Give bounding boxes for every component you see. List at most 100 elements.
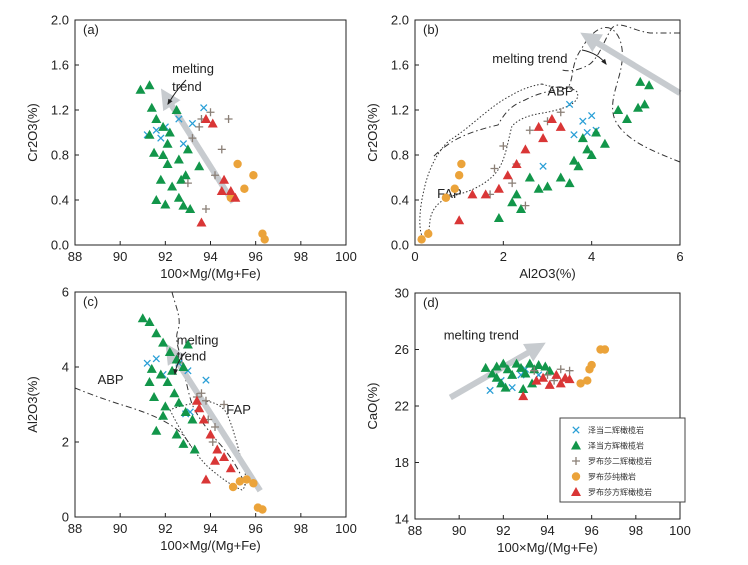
x-tick-label: 98	[629, 523, 643, 538]
annotation-text: ABP	[548, 83, 574, 98]
x-tick-label: 0	[411, 249, 418, 264]
data-point-pyxtri	[524, 172, 535, 182]
series-pyxtri	[137, 313, 200, 454]
y-tick-label: 4	[62, 360, 69, 375]
data-point-ltri	[219, 452, 230, 461]
data-point-pyxtri	[533, 183, 544, 193]
data-point-pyxtri	[180, 170, 191, 180]
data-point-ltri	[191, 395, 202, 405]
field-boundary-b-1	[561, 24, 680, 72]
data-point-pyxtri	[182, 144, 193, 154]
data-point-pyxtri	[151, 328, 162, 338]
annotation-text: melting trend	[492, 51, 567, 66]
data-point-ld	[450, 184, 459, 193]
x-tick-label: 90	[452, 523, 466, 538]
data-point-ltri	[454, 215, 465, 225]
data-point-ltri	[538, 372, 549, 382]
y-tick-label: 2.0	[391, 13, 409, 28]
data-point-pyxtri	[502, 364, 513, 374]
data-point-ld	[576, 379, 585, 388]
y-tick-label: 0.0	[51, 238, 69, 253]
data-point-pyxtri	[187, 414, 198, 424]
data-point-pyxtri	[158, 337, 169, 347]
data-point-pyxtri	[178, 438, 189, 448]
x-tick-label: 98	[294, 249, 308, 264]
data-point-px	[583, 128, 591, 137]
data-point-lpx	[565, 366, 574, 375]
data-point-pyxtri	[507, 197, 518, 207]
series-pyxtri	[493, 76, 655, 222]
x-tick-label: 100	[335, 249, 357, 264]
data-point-ld	[228, 482, 238, 492]
x-axis-label: 100×Mg/(Mg+Fe)	[160, 538, 260, 553]
data-point-pyxtri	[491, 372, 502, 382]
field-boundary-c-0	[171, 291, 247, 489]
panel-b: 0 2 4 6 0.0 0.4 0.8 1.2 1.6 2.0 Al2O3(%) Cr2O3(%) (b…	[365, 13, 684, 282]
y-tick-label: 0.4	[51, 193, 69, 208]
data-point-ltri	[219, 174, 230, 184]
data-point-lpx	[208, 438, 217, 446]
data-point-pyxtri	[155, 174, 166, 184]
data-point-lpx	[499, 142, 508, 150]
data-point-ltri	[200, 114, 211, 123]
data-point-lpx	[530, 366, 539, 375]
legend-frame	[559, 417, 686, 503]
x-tick-label: 4	[588, 249, 595, 264]
data-point-ld	[583, 376, 592, 385]
data-point-pyxtri	[178, 362, 189, 371]
data-point-pyxtri	[144, 377, 155, 386]
y-tick-label: 1.2	[51, 103, 69, 118]
data-point-pyxtri	[169, 388, 180, 398]
data-point-pyxtri	[162, 159, 173, 168]
x-axis-label: Al2O3(%)	[519, 266, 575, 281]
data-point-px	[539, 162, 547, 170]
legend-label-ltri: 罗布莎方辉橄榄岩	[588, 487, 652, 497]
data-point-ltri	[207, 118, 218, 128]
y-tick-label: 1.6	[391, 58, 409, 73]
data-point-lpx	[556, 365, 565, 374]
data-point-px	[152, 355, 160, 363]
data-point-pyxtri	[144, 129, 155, 139]
data-point-ld	[454, 171, 464, 180]
data-point-lpx	[201, 205, 210, 213]
data-point-pyxtri	[144, 80, 155, 90]
data-point-ld	[233, 159, 242, 169]
series-ld	[228, 475, 267, 514]
data-point-pyxtri	[496, 378, 507, 388]
data-point-lpx	[206, 108, 215, 117]
field-boundary-c-1	[74, 387, 195, 453]
series-ltri	[196, 114, 241, 227]
data-point-pyxtri	[507, 369, 518, 379]
data-point-pyxtri	[540, 361, 551, 371]
data-point-lpx	[220, 400, 229, 409]
data-point-lpx	[211, 171, 220, 180]
data-point-pyxtri	[137, 313, 148, 323]
x-tick-label: 92	[158, 521, 172, 536]
x-tick-label: 94	[203, 521, 217, 536]
data-point-px	[579, 117, 587, 125]
series-lpx	[183, 108, 233, 213]
annotation-text: trend	[172, 79, 202, 94]
data-point-pyxtri	[158, 150, 169, 159]
data-point-pyxtri	[164, 347, 175, 356]
legend-label-lpx: 罗布莎二辉橄榄岩	[588, 456, 652, 466]
data-point-pyxtri	[144, 317, 155, 326]
series-ltri	[518, 369, 575, 401]
data-point-lpx	[543, 370, 552, 379]
y-tick-label: 30	[395, 286, 409, 301]
data-point-lpx	[556, 108, 565, 117]
data-point-ltri	[205, 429, 216, 439]
data-point-pyxtri	[149, 392, 160, 401]
data-point-pyxtri	[162, 377, 173, 386]
series-pyxtri	[135, 80, 205, 213]
data-point-lpx	[188, 134, 197, 143]
legend-label-pyxtri: 泽当方辉橄榄岩	[588, 441, 644, 451]
panel-label: (a)	[83, 22, 99, 37]
x-tick-label: 92	[496, 523, 510, 538]
y-tick-label: 0.4	[391, 193, 409, 208]
data-point-px	[200, 104, 208, 112]
x-tick-label: 88	[408, 523, 422, 538]
data-point-ltri	[544, 379, 555, 389]
x-tick-label: 88	[68, 521, 82, 536]
